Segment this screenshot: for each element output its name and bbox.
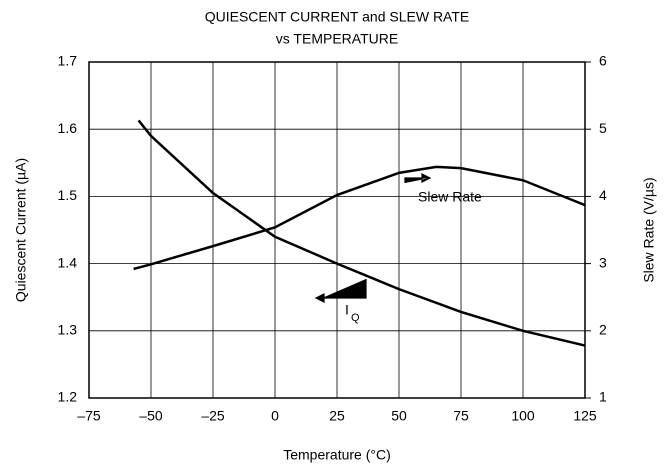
annotation: Q bbox=[351, 312, 360, 324]
x-tick-label: 0 bbox=[271, 408, 279, 424]
y-tick-label: 1.6 bbox=[58, 120, 78, 136]
x-tick-label: 100 bbox=[511, 408, 535, 424]
x-axis-label: Temperature (°C) bbox=[283, 447, 391, 463]
annotation-arrow bbox=[314, 279, 367, 303]
y-tick-label: 1.5 bbox=[58, 187, 78, 203]
y-tick-label: 1.7 bbox=[58, 53, 78, 69]
x-tick-label: –50 bbox=[139, 408, 163, 424]
x-tick-label: 125 bbox=[573, 408, 597, 424]
y2-tick-label: 2 bbox=[599, 322, 607, 338]
y2-tick-label: 3 bbox=[599, 254, 607, 270]
y-tick-label: 1.4 bbox=[58, 254, 78, 270]
y2-tick-label: 4 bbox=[599, 187, 607, 203]
chart-title: QUIESCENT CURRENT and SLEW RATE bbox=[205, 9, 470, 25]
x-tick-label: –75 bbox=[77, 408, 101, 424]
line bbox=[137, 119, 586, 347]
line bbox=[133, 165, 586, 271]
plot-frame bbox=[88, 61, 586, 399]
y-axis-label: Quiescent Current (µA) bbox=[13, 158, 29, 302]
annotation: I bbox=[345, 302, 349, 318]
x-tick-label: –25 bbox=[201, 408, 225, 424]
y2-axis-label: Slew Rate (V/µs) bbox=[641, 177, 657, 282]
chart-title: vs TEMPERATURE bbox=[276, 31, 398, 47]
annotation-arrow bbox=[404, 173, 432, 183]
y2-tick-label: 6 bbox=[599, 53, 607, 69]
y2-tick-label: 1 bbox=[599, 389, 607, 405]
y-tick-label: 1.3 bbox=[58, 322, 78, 338]
x-tick-label: 25 bbox=[329, 408, 345, 424]
y2-tick-label: 5 bbox=[599, 120, 607, 136]
x-tick-label: 50 bbox=[391, 408, 407, 424]
y-tick-label: 1.2 bbox=[58, 389, 78, 405]
x-tick-label: 75 bbox=[453, 408, 469, 424]
